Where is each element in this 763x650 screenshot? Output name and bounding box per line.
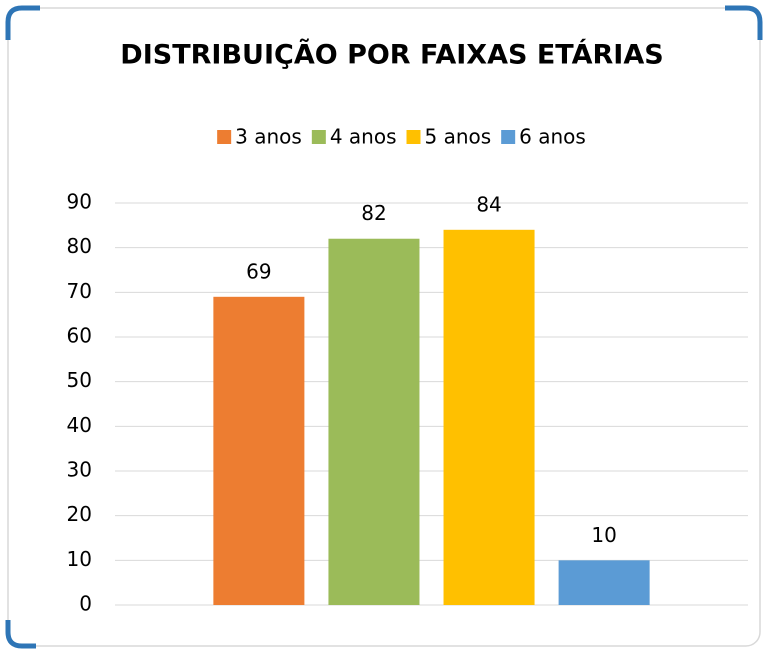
bar xyxy=(443,229,535,606)
y-tick-label: 20 xyxy=(67,502,92,526)
corner-accent xyxy=(5,620,36,649)
data-label: 82 xyxy=(361,201,386,225)
y-tick-label: 70 xyxy=(67,279,92,303)
y-tick-label: 10 xyxy=(67,547,92,571)
data-label: 69 xyxy=(246,259,271,283)
legend-swatch xyxy=(406,130,421,144)
y-tick-label: 50 xyxy=(67,368,92,392)
y-tick-label: 0 xyxy=(79,592,92,616)
legend-swatch xyxy=(501,130,516,144)
bar xyxy=(328,238,420,605)
legend-label: 3 anos xyxy=(235,125,302,149)
data-label: 10 xyxy=(591,523,616,547)
bar xyxy=(558,560,650,605)
y-tick-label: 80 xyxy=(67,234,92,258)
chart-title: DISTRIBUIÇÃO POR FAIXAS ETÁRIAS xyxy=(120,39,663,71)
legend-label: 4 anos xyxy=(330,125,397,149)
y-tick-label: 90 xyxy=(67,190,92,214)
legend-swatch xyxy=(311,130,326,144)
bar xyxy=(213,296,305,605)
data-label: 84 xyxy=(476,192,501,216)
y-tick-label: 30 xyxy=(67,458,92,482)
corner-accent xyxy=(725,5,763,40)
corner-accent xyxy=(5,5,40,40)
legend-label: 6 anos xyxy=(519,125,586,149)
y-tick-label: 40 xyxy=(67,413,92,437)
legend-swatch xyxy=(217,130,232,144)
legend-label: 5 anos xyxy=(425,125,492,149)
y-tick-label: 60 xyxy=(67,324,92,348)
